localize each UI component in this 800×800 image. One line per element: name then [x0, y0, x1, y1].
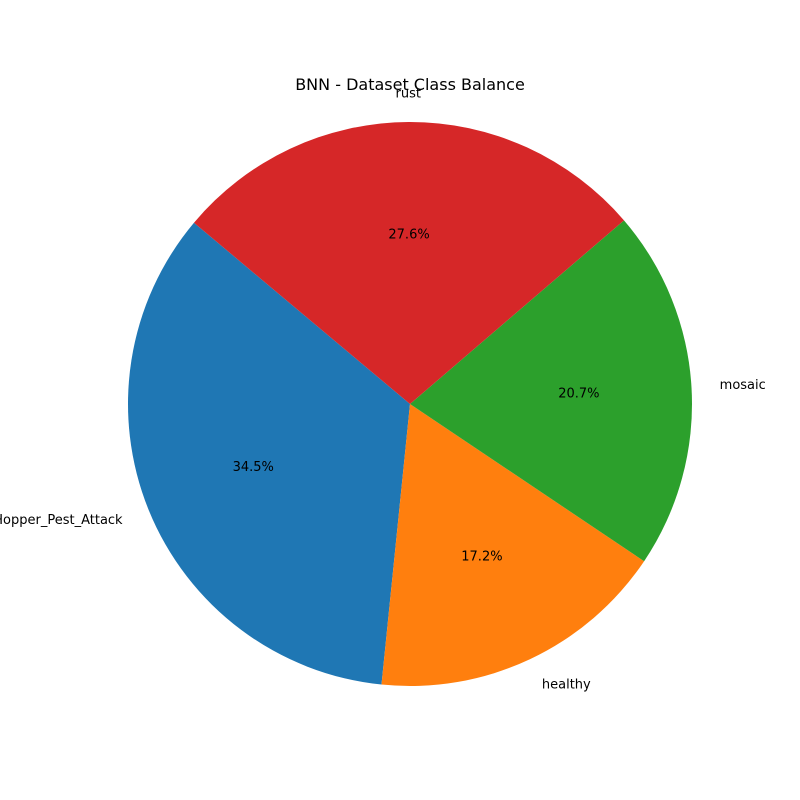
pie-percent-label-rust: 27.6%: [388, 227, 429, 242]
pie-slice-rust: [193, 122, 624, 404]
pie-slice-hopper-pest-attack: [127, 222, 410, 685]
pie-category-label-mosaic: mosaic: [720, 378, 766, 393]
pie-percent-label-mosaic: 20.7%: [558, 387, 599, 402]
pie-category-label-rust: rust: [396, 86, 421, 101]
pie-slices: [127, 122, 692, 686]
pie-percent-label-hopper-pest-attack: 34.5%: [233, 460, 274, 475]
pie-category-label-hopper-pest-attack: Hopper_Pest_Attack: [0, 513, 123, 528]
pie-labels: 34.5% Hopper_Pest_Attack 17.2% healthy 20.7%…: [0, 86, 766, 692]
pie-slice-healthy: [381, 404, 645, 686]
pie-slice-mosaic: [410, 220, 692, 562]
chart-title: BNN - Dataset Class Balance: [295, 75, 525, 94]
pie-percent-label-healthy: 17.2%: [461, 550, 502, 565]
pie-category-label-healthy: healthy: [542, 677, 591, 692]
